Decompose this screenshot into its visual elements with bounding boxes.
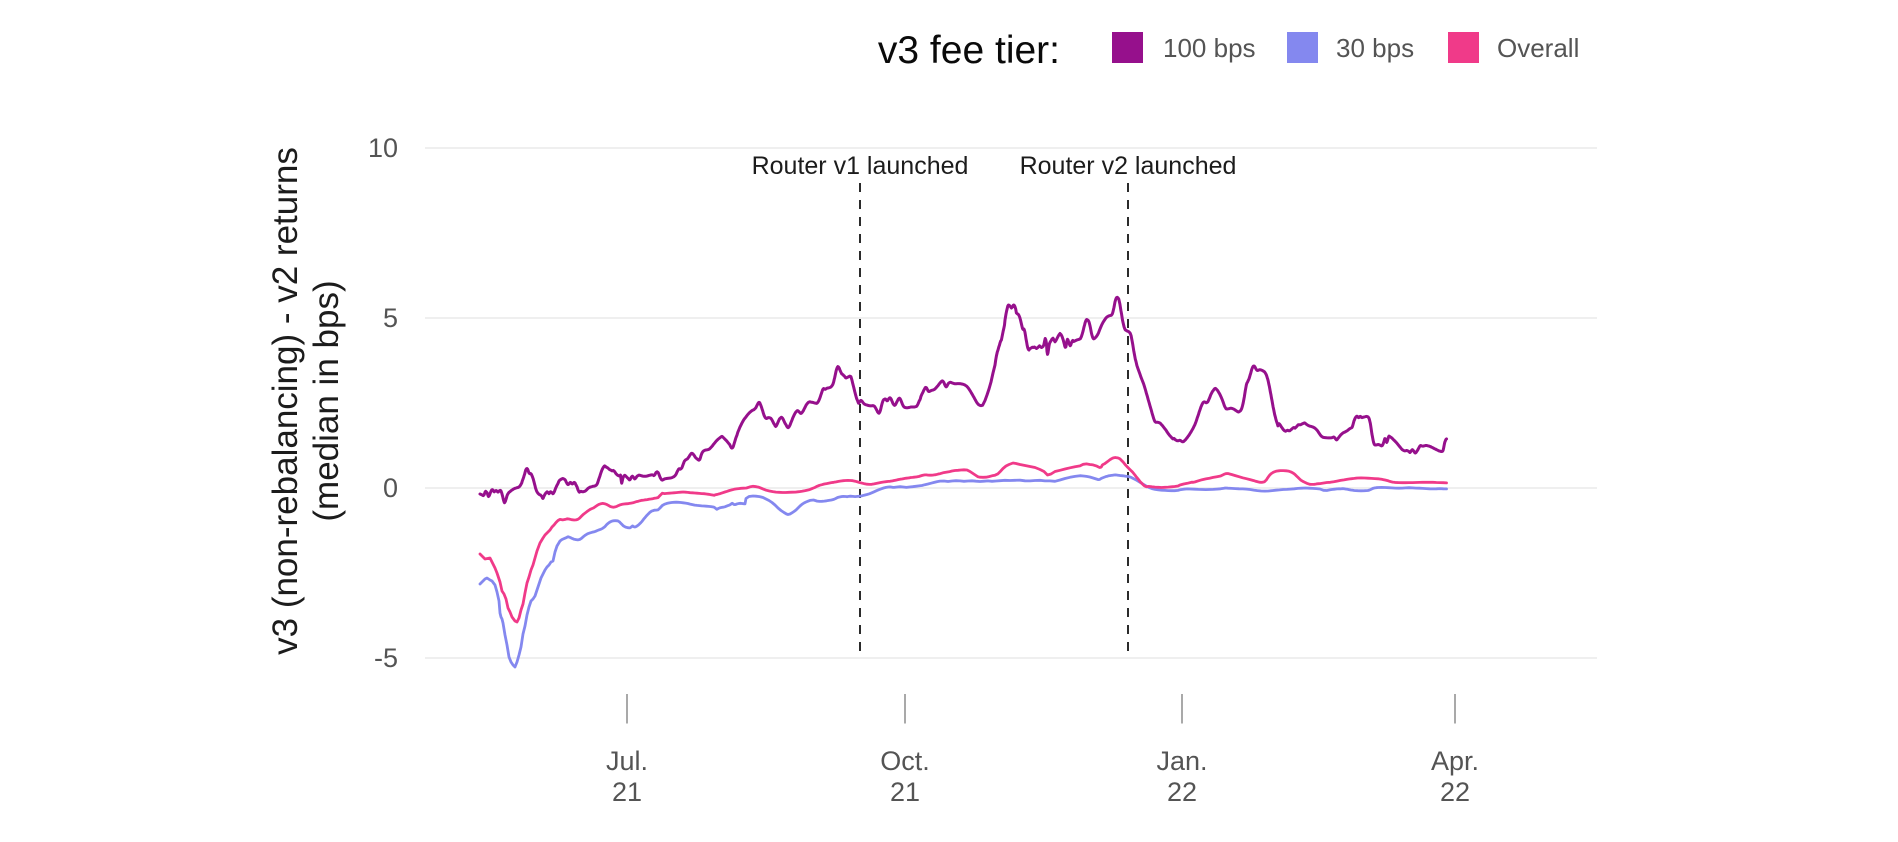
svg-text:22: 22 <box>1440 777 1470 807</box>
svg-text:30 bps: 30 bps <box>1336 33 1414 63</box>
svg-text:5: 5 <box>383 303 398 333</box>
svg-text:10: 10 <box>368 133 398 163</box>
svg-text:-5: -5 <box>374 643 398 673</box>
svg-text:Router v1 launched: Router v1 launched <box>752 152 969 180</box>
svg-text:21: 21 <box>612 777 642 807</box>
svg-text:(median in bps): (median in bps) <box>307 280 346 521</box>
svg-text:Jan.: Jan. <box>1156 746 1207 776</box>
svg-text:v3 (non-rebalancing) - v2 retu: v3 (non-rebalancing) - v2 returns <box>266 147 305 655</box>
svg-text:0: 0 <box>383 473 398 503</box>
svg-text:Apr.: Apr. <box>1431 746 1479 776</box>
svg-text:100 bps: 100 bps <box>1163 33 1256 63</box>
svg-text:Oct.: Oct. <box>880 746 930 776</box>
svg-text:Jul.: Jul. <box>606 746 648 776</box>
svg-text:22: 22 <box>1167 777 1197 807</box>
svg-text:21: 21 <box>890 777 920 807</box>
svg-text:v3 fee tier:: v3 fee tier: <box>878 29 1060 72</box>
svg-text:Overall: Overall <box>1497 33 1579 63</box>
svg-text:Router v2 launched: Router v2 launched <box>1020 152 1237 180</box>
